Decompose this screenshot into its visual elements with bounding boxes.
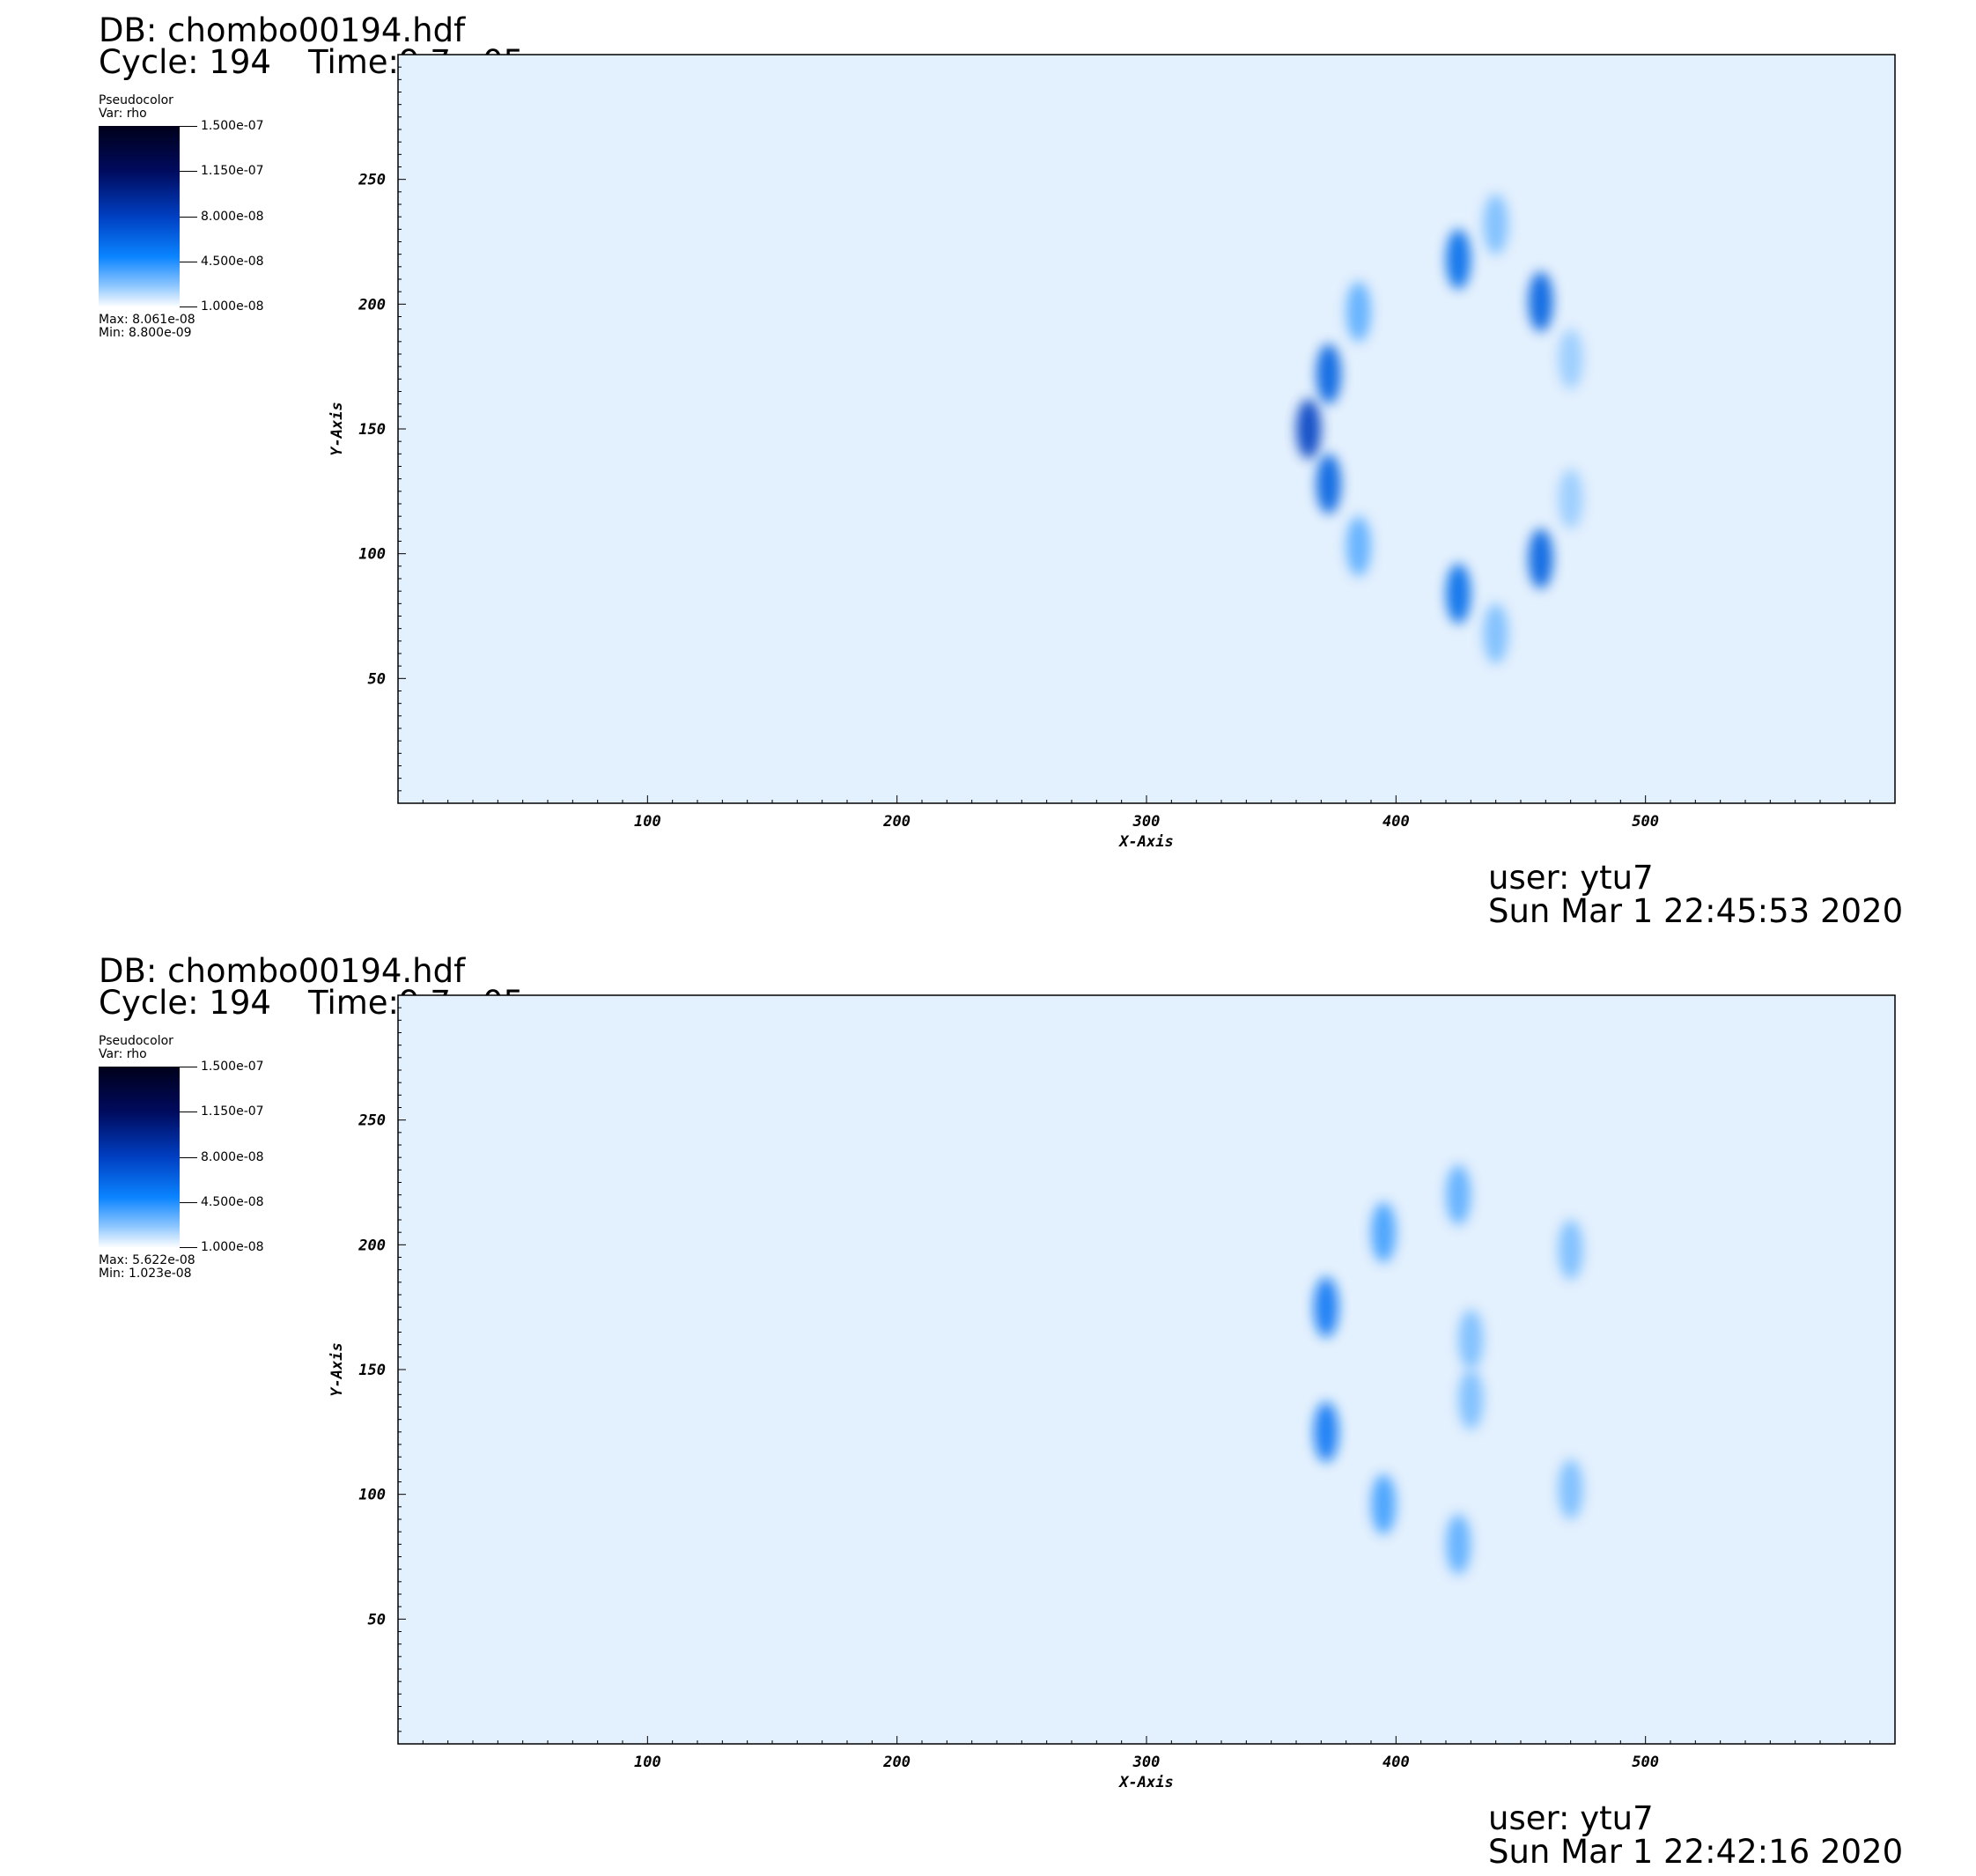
- colorbar-tick-label: 1.150e-07: [201, 164, 264, 178]
- density-structure: [1446, 229, 1471, 290]
- y-tick-label: 100: [358, 546, 386, 564]
- y-tick-label: 100: [358, 1487, 386, 1504]
- density-structure: [1316, 454, 1341, 514]
- x-tick-label: 500: [1632, 813, 1659, 831]
- density-structure: [1558, 1459, 1583, 1519]
- colorbar-tick: [180, 1247, 197, 1248]
- x-axis-title: X-Axis: [1117, 833, 1173, 851]
- legend-max: Max: 8.061e-08: [99, 313, 195, 327]
- density-structure: [1316, 343, 1341, 404]
- y-axis-title: Y-Axis: [328, 1342, 346, 1396]
- legend-min: Min: 1.023e-08: [99, 1267, 192, 1281]
- colorbar-tick: [180, 217, 197, 218]
- y-tick-label: 50: [368, 670, 386, 688]
- legend-title: Pseudocolor: [99, 93, 173, 107]
- cycle-label: Cycle: 194: [99, 43, 271, 81]
- colorbar-tick-label: 4.500e-08: [201, 255, 264, 269]
- density-structure: [1458, 1310, 1484, 1370]
- colorbar-tick-label: 1.500e-07: [201, 119, 264, 133]
- y-tick-label: 200: [358, 296, 386, 314]
- database-label: DB: chombo00194.hdf: [99, 11, 466, 49]
- legend-min: Min: 8.800e-09: [99, 326, 192, 340]
- legend-title: Pseudocolor: [99, 1034, 173, 1048]
- x-tick-label: 100: [634, 1754, 661, 1771]
- legend-variable: Var: rho: [99, 107, 147, 121]
- x-tick-label: 300: [1132, 1754, 1161, 1771]
- x-tick-label: 200: [882, 813, 911, 831]
- colorbar-tick-label: 1.500e-07: [201, 1060, 264, 1074]
- y-tick-label: 250: [358, 1112, 386, 1130]
- density-structure: [1446, 1514, 1471, 1575]
- density-field: [1314, 1164, 1583, 1575]
- y-tick-label: 250: [358, 172, 386, 189]
- colorbar-tick-label: 1.150e-07: [201, 1104, 264, 1119]
- plot-panel-1: DB: chombo00194.hdf Cycle: 194 Time:9.7e…: [0, 0, 1976, 935]
- y-tick-label: 200: [358, 1237, 386, 1254]
- database-label: DB: chombo00194.hdf: [99, 952, 466, 990]
- density-structure: [1483, 603, 1508, 664]
- colorbar: [99, 126, 180, 307]
- density-structure: [1296, 399, 1322, 459]
- colorbar-tick: [180, 171, 197, 172]
- density-structure: [1558, 329, 1583, 389]
- density-structure: [1458, 1370, 1484, 1429]
- density-field: [1296, 194, 1583, 664]
- x-tick-label: 300: [1132, 813, 1161, 831]
- density-structure: [1528, 528, 1553, 589]
- colorbar-tick: [180, 1202, 197, 1203]
- x-tick-label: 400: [1382, 813, 1410, 831]
- field-background: [398, 995, 1895, 1744]
- legend-max: Max: 5.622e-08: [99, 1253, 195, 1267]
- colorbar-tick: [180, 126, 197, 127]
- date-label: Sun Mar 1 22:45:53 2020: [1488, 892, 1904, 930]
- legend-variable: Var: rho: [99, 1047, 147, 1061]
- user-label: user: ytu7: [1488, 859, 1654, 897]
- plot-svg: 100 200 300 400 500 50 100 150 200 250 X-Axis Y-Axi…: [328, 54, 1896, 851]
- x-tick-label: 400: [1382, 1754, 1410, 1771]
- density-structure: [1558, 469, 1583, 529]
- density-structure: [1446, 1164, 1471, 1225]
- y-tick-label: 150: [358, 421, 386, 439]
- user-label: user: ytu7: [1488, 1799, 1654, 1837]
- field-background: [398, 55, 1895, 803]
- colorbar-tick-label: 1.000e-08: [201, 1240, 264, 1254]
- colorbar-tick-label: 4.500e-08: [201, 1195, 264, 1209]
- plot-svg: 100 200 300 400 500 50 100 150 200 250 X-Axis Y-Axi…: [328, 994, 1896, 1791]
- density-structure: [1314, 1401, 1338, 1462]
- colorbar-tick: [180, 1157, 197, 1158]
- density-structure: [1371, 1474, 1397, 1534]
- x-tick-label: 500: [1632, 1754, 1659, 1771]
- density-structure: [1483, 194, 1508, 255]
- colorbar-tick-label: 8.000e-08: [201, 210, 264, 224]
- colorbar-tick-label: 1.000e-08: [201, 299, 264, 314]
- density-structure: [1314, 1277, 1338, 1338]
- x-tick-label: 100: [634, 813, 661, 831]
- y-tick-label: 150: [358, 1362, 386, 1379]
- density-structure: [1346, 281, 1371, 342]
- density-structure: [1346, 516, 1371, 577]
- y-axis-title: Y-Axis: [328, 402, 346, 455]
- cycle-label: Cycle: 194: [99, 984, 271, 1022]
- density-structure: [1528, 271, 1553, 332]
- x-axis-title: X-Axis: [1117, 1774, 1173, 1791]
- date-label: Sun Mar 1 22:42:16 2020: [1488, 1833, 1904, 1871]
- y-tick-label: 50: [368, 1611, 386, 1629]
- density-structure: [1446, 564, 1471, 624]
- density-structure: [1371, 1202, 1397, 1263]
- density-structure: [1558, 1220, 1583, 1280]
- colorbar-tick-label: 8.000e-08: [201, 1150, 264, 1164]
- x-tick-label: 200: [882, 1754, 911, 1771]
- plot-panel-2: DB: chombo00194.hdf Cycle: 194 Time:9.7e…: [0, 941, 1976, 1876]
- colorbar: [99, 1067, 180, 1248]
